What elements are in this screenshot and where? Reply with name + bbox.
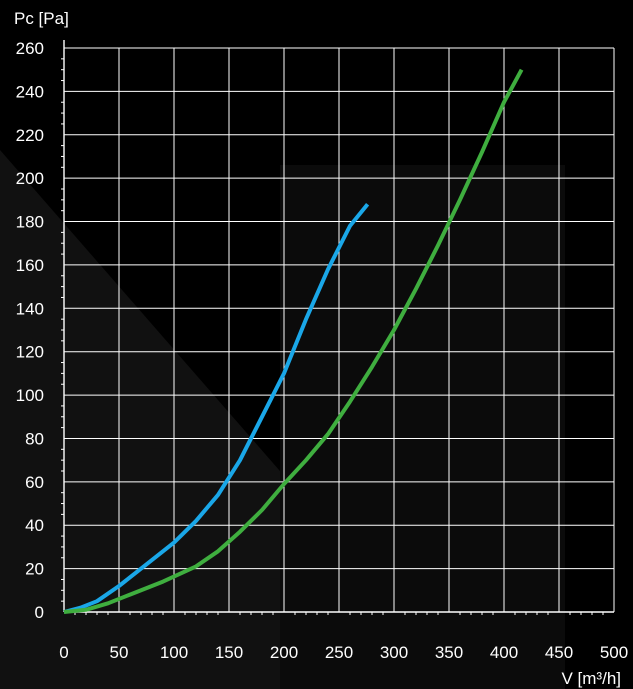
x-tick-label: 100 — [160, 643, 188, 662]
x-tick-label: 250 — [325, 643, 353, 662]
x-tick-label: 50 — [110, 643, 129, 662]
tick-labels: 0 20 40 60 80 100 120 140 160 180 200 220 240 260 0 50 1… — [16, 39, 629, 662]
y-tick-label: 20 — [25, 560, 44, 579]
x-tick-label: 200 — [270, 643, 298, 662]
y-tick-label: 0 — [35, 603, 44, 622]
x-axis-label: V [m³/h] — [561, 669, 621, 688]
series-layer — [63, 68, 524, 614]
x-tick-label: 150 — [215, 643, 243, 662]
y-tick-label: 100 — [16, 386, 44, 405]
series-line-1 — [63, 202, 370, 614]
x-tick-label: 300 — [380, 643, 408, 662]
y-axis-label: Pc [Pa] — [14, 9, 69, 28]
y-tick-label: 60 — [25, 473, 44, 492]
y-tick-label: 180 — [16, 213, 44, 232]
y-tick-label: 40 — [25, 516, 44, 535]
grid — [61, 40, 615, 615]
y-tick-label: 160 — [16, 256, 44, 275]
x-tick-label: 400 — [490, 643, 518, 662]
x-tick-label: 0 — [59, 643, 68, 662]
x-tick-label: 450 — [545, 643, 573, 662]
series-line-2 — [63, 68, 524, 614]
y-tick-label: 120 — [16, 343, 44, 362]
x-tick-label: 350 — [435, 643, 463, 662]
y-tick-label: 240 — [16, 82, 44, 101]
y-tick-label: 200 — [16, 169, 44, 188]
y-tick-label: 220 — [16, 126, 44, 145]
background-panel-shade — [280, 165, 565, 689]
y-tick-label: 260 — [16, 39, 44, 58]
y-tick-label: 80 — [25, 429, 44, 448]
x-tick-label: 500 — [600, 643, 628, 662]
y-tick-label: 140 — [16, 299, 44, 318]
